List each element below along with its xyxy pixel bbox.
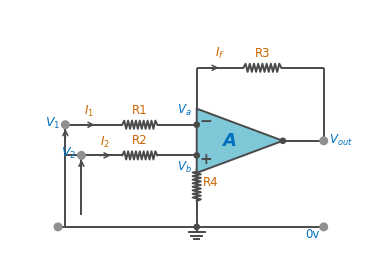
Text: +: + [200,152,213,167]
Polygon shape [197,109,283,173]
Circle shape [194,122,199,127]
Text: $I_2$: $I_2$ [100,134,110,150]
Text: R2: R2 [132,134,147,147]
Text: A: A [223,132,236,150]
Circle shape [194,224,199,230]
Text: $V_2$: $V_2$ [61,146,76,161]
Circle shape [62,121,69,129]
Circle shape [320,223,328,231]
Text: $I_1$: $I_1$ [84,104,94,119]
Circle shape [78,152,85,159]
Circle shape [194,153,199,158]
Text: $V_{out}$: $V_{out}$ [329,133,353,148]
Text: $V_b$: $V_b$ [176,160,192,175]
Text: 0v: 0v [305,229,319,241]
Text: $V_a$: $V_a$ [177,103,192,118]
Circle shape [54,223,62,231]
Text: −: − [200,114,213,129]
Circle shape [280,138,285,143]
Circle shape [320,137,328,145]
Text: R3: R3 [255,47,270,60]
Text: $I_f$: $I_f$ [215,46,225,61]
Text: R1: R1 [132,103,147,117]
Text: $V_1$: $V_1$ [45,116,60,131]
Text: R4: R4 [203,176,219,189]
